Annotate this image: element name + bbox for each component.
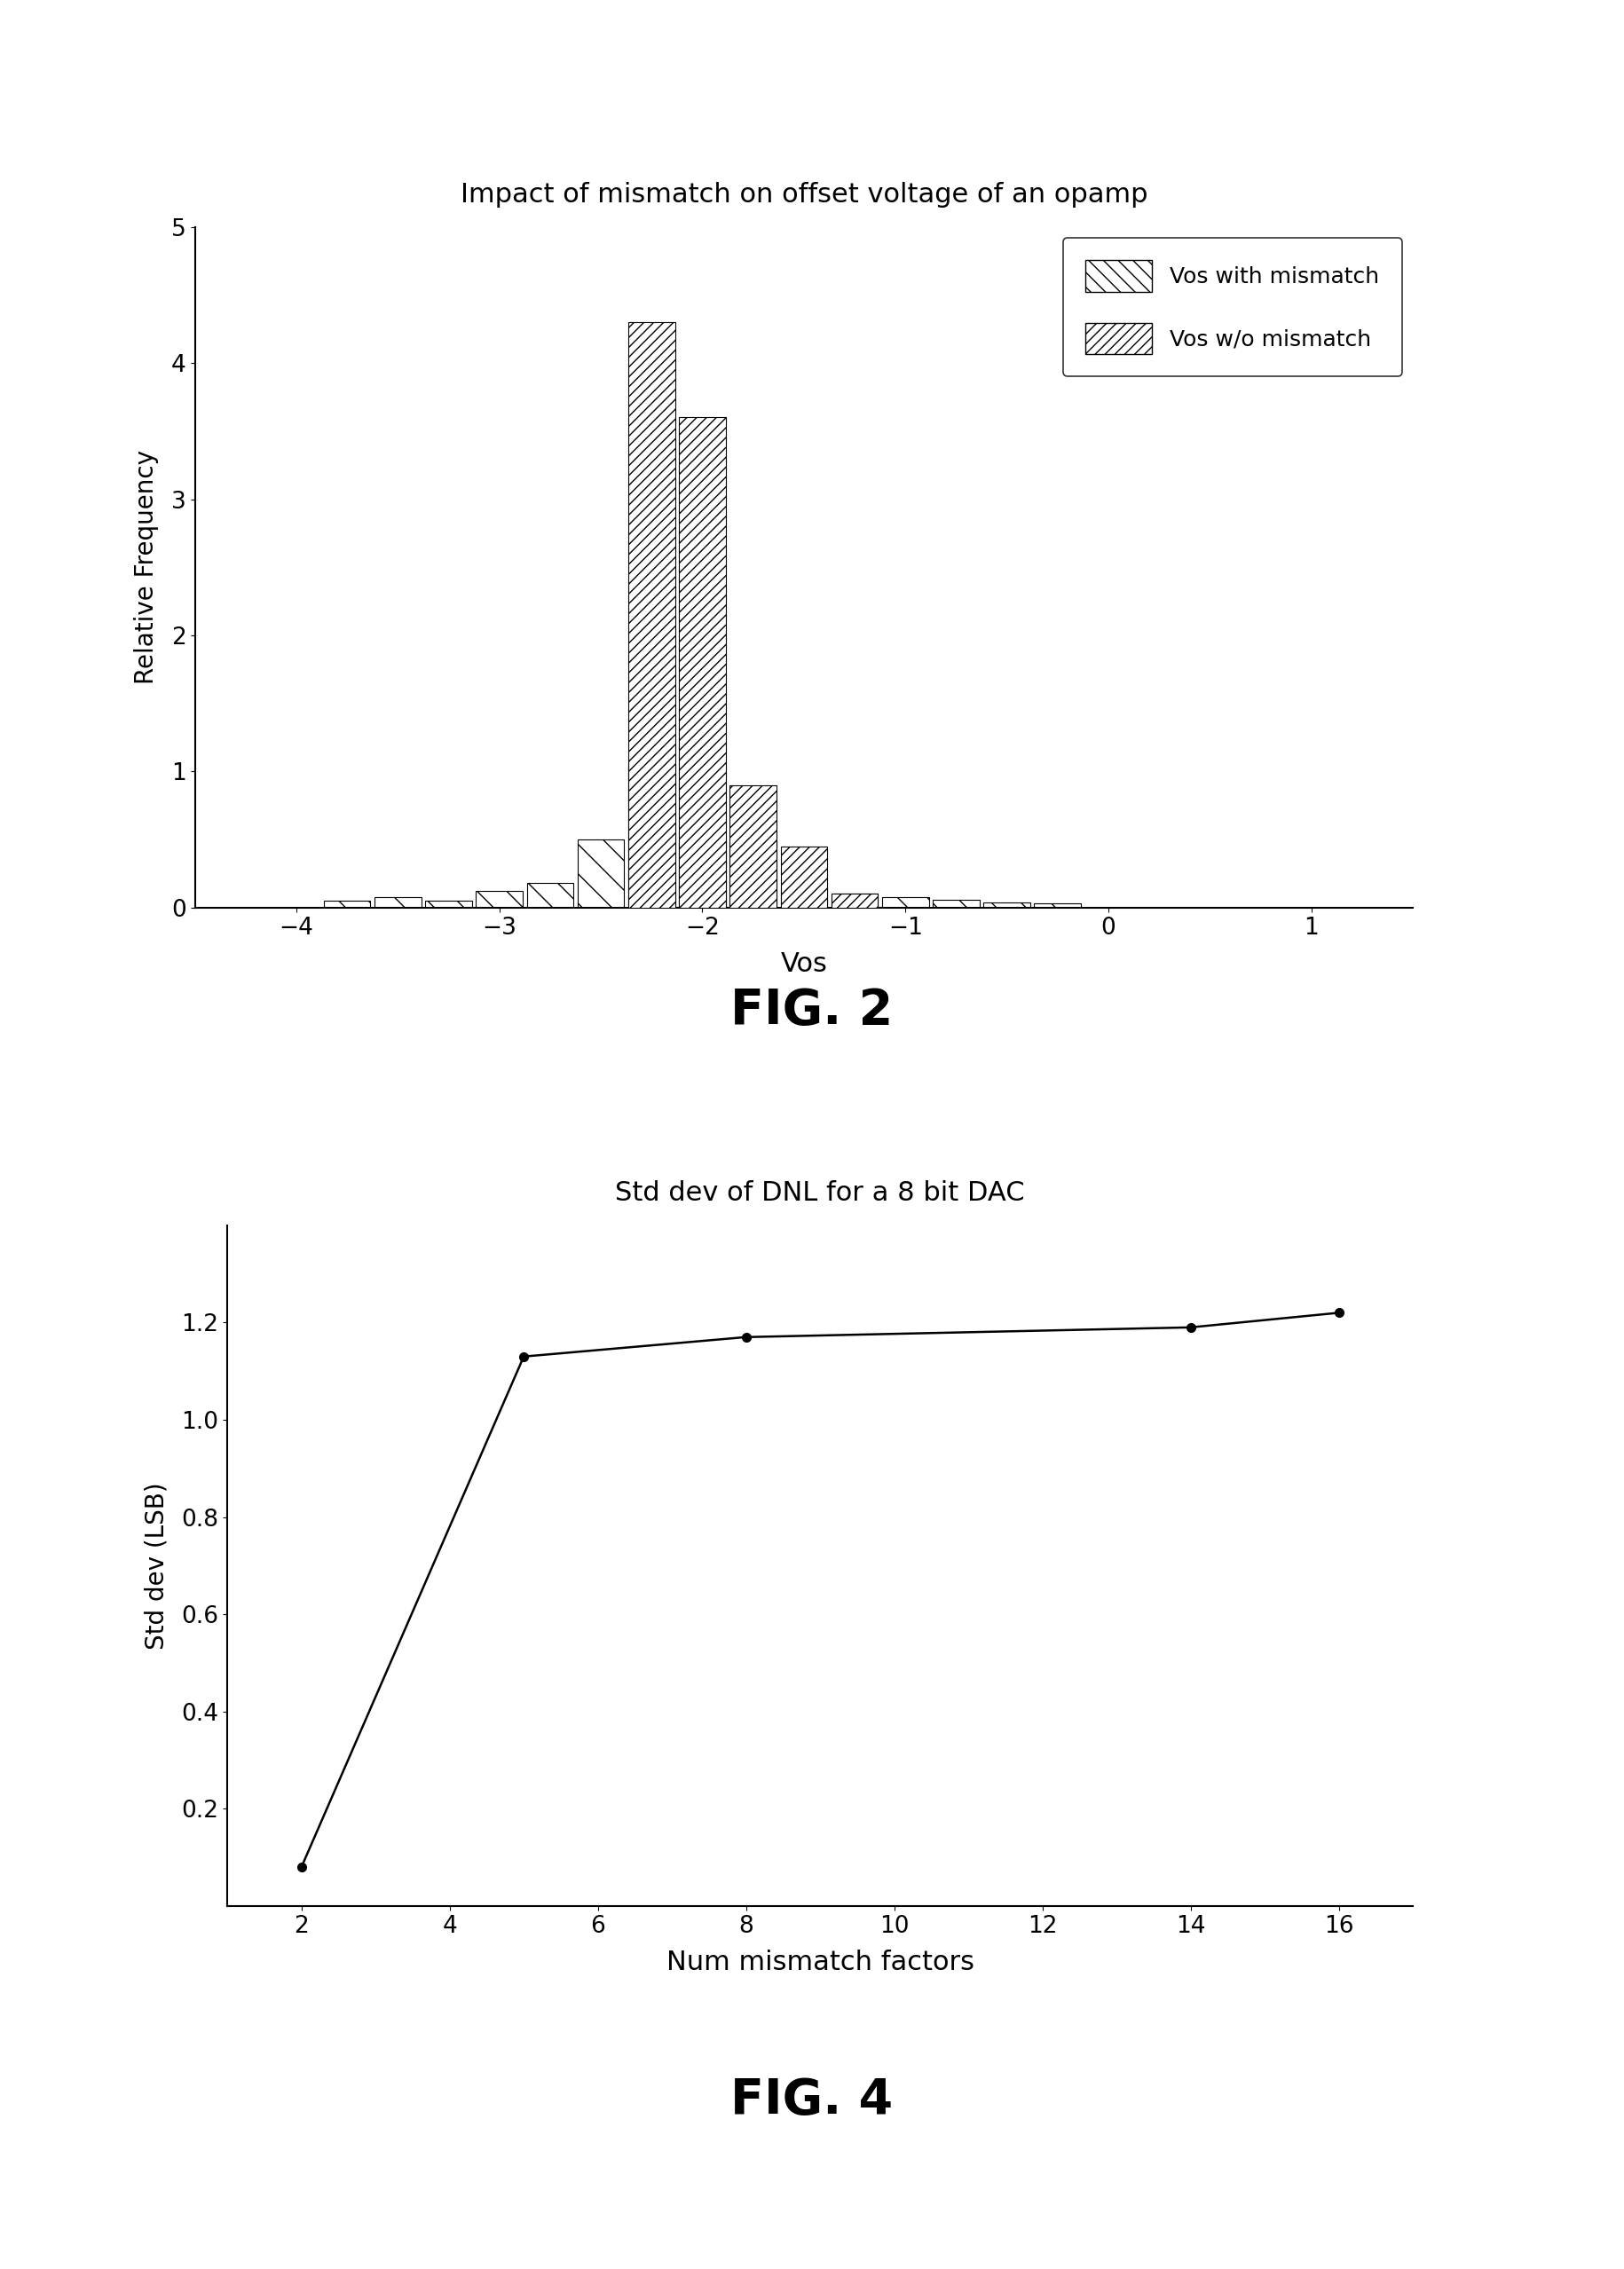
Bar bbox=[932, 899, 979, 908]
Bar bbox=[526, 883, 573, 908]
Bar bbox=[831, 894, 879, 908]
Y-axis label: Std dev (LSB): Std dev (LSB) bbox=[145, 1482, 169, 1650]
Bar bbox=[679, 840, 726, 908]
Bar bbox=[882, 896, 929, 908]
Bar bbox=[476, 892, 523, 908]
Bar bbox=[781, 887, 827, 908]
Text: FIG. 2: FIG. 2 bbox=[731, 987, 893, 1035]
Bar bbox=[831, 894, 879, 908]
Title: Impact of mismatch on offset voltage of an opamp: Impact of mismatch on offset voltage of … bbox=[460, 182, 1148, 206]
Bar bbox=[1034, 903, 1082, 908]
X-axis label: Vos: Vos bbox=[781, 951, 827, 978]
Bar bbox=[323, 901, 370, 908]
Title: Std dev of DNL for a 8 bit DAC: Std dev of DNL for a 8 bit DAC bbox=[615, 1180, 1025, 1205]
Bar bbox=[679, 417, 726, 908]
Bar bbox=[578, 840, 624, 908]
Bar bbox=[729, 785, 776, 908]
Y-axis label: Relative Frequency: Relative Frequency bbox=[135, 449, 159, 685]
Legend: Vos with mismatch, Vos w/o mismatch: Vos with mismatch, Vos w/o mismatch bbox=[1064, 238, 1402, 377]
Bar bbox=[628, 765, 676, 908]
Bar bbox=[375, 896, 421, 908]
Text: FIG. 4: FIG. 4 bbox=[731, 2076, 893, 2124]
Bar bbox=[781, 846, 827, 908]
Bar bbox=[628, 322, 676, 908]
Bar bbox=[729, 842, 776, 908]
Bar bbox=[425, 901, 473, 908]
X-axis label: Num mismatch factors: Num mismatch factors bbox=[666, 1949, 974, 1976]
Bar bbox=[984, 903, 1030, 908]
